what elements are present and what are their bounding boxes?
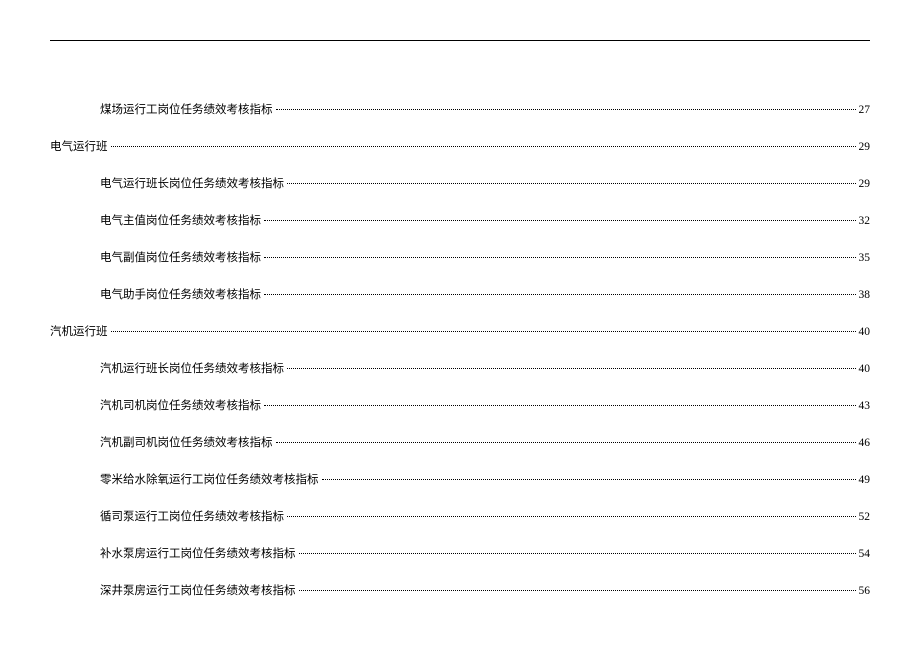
- toc-entry: 电气主值岗位任务绩效考核指标 32: [100, 212, 870, 228]
- toc-entry: 电气运行班长岗位任务绩效考核指标 29: [100, 175, 870, 191]
- toc-title: 汽机运行班长岗位任务绩效考核指标: [100, 360, 284, 376]
- toc-title: 零米给水除氧运行工岗位任务绩效考核指标: [100, 471, 319, 487]
- toc-entry: 循司泵运行工岗位任务绩效考核指标 52: [100, 508, 870, 524]
- toc-entry: 汽机运行班长岗位任务绩效考核指标 40: [100, 360, 870, 376]
- toc-leader-dots: [299, 553, 856, 554]
- toc-title: 汽机运行班: [50, 323, 108, 339]
- toc-page-number: 29: [859, 141, 871, 153]
- toc-leader-dots: [264, 220, 856, 221]
- toc-leader-dots: [287, 183, 856, 184]
- toc-title: 煤场运行工岗位任务绩效考核指标: [100, 101, 273, 117]
- toc-entry: 汽机司机岗位任务绩效考核指标 43: [100, 397, 870, 413]
- toc-page-number: 32: [859, 215, 871, 227]
- toc-page-number: 40: [859, 326, 871, 338]
- toc-page-number: 54: [859, 548, 871, 560]
- toc-page-number: 43: [859, 400, 871, 412]
- toc-entry: 汽机运行班 40: [50, 323, 870, 339]
- toc-entry: 汽机副司机岗位任务绩效考核指标 46: [100, 434, 870, 450]
- toc-entry: 补水泵房运行工岗位任务绩效考核指标 54: [100, 545, 870, 561]
- toc-page-number: 52: [859, 511, 871, 523]
- toc-leader-dots: [299, 590, 856, 591]
- toc-page-number: 56: [859, 585, 871, 597]
- toc-page-number: 29: [859, 178, 871, 190]
- toc-leader-dots: [287, 516, 856, 517]
- toc-leader-dots: [276, 109, 856, 110]
- toc-title: 补水泵房运行工岗位任务绩效考核指标: [100, 545, 296, 561]
- toc-leader-dots: [111, 331, 856, 332]
- toc-entry: 电气助手岗位任务绩效考核指标 38: [100, 286, 870, 302]
- toc-title: 电气运行班长岗位任务绩效考核指标: [100, 175, 284, 191]
- toc-title: 深井泵房运行工岗位任务绩效考核指标: [100, 582, 296, 598]
- toc-title: 电气助手岗位任务绩效考核指标: [100, 286, 261, 302]
- toc-title: 汽机司机岗位任务绩效考核指标: [100, 397, 261, 413]
- toc-leader-dots: [264, 257, 856, 258]
- toc-page-number: 40: [859, 363, 871, 375]
- toc-page-number: 49: [859, 474, 871, 486]
- toc-title: 汽机副司机岗位任务绩效考核指标: [100, 434, 273, 450]
- toc-entry: 深井泵房运行工岗位任务绩效考核指标 56: [100, 582, 870, 598]
- toc-entry: 煤场运行工岗位任务绩效考核指标 27: [100, 101, 870, 117]
- toc-title: 电气副值岗位任务绩效考核指标: [100, 249, 261, 265]
- toc-leader-dots: [287, 368, 856, 369]
- toc-title: 电气运行班: [50, 138, 108, 154]
- toc-page-number: 35: [859, 252, 871, 264]
- toc-leader-dots: [264, 405, 856, 406]
- toc-leader-dots: [322, 479, 856, 480]
- toc-title: 循司泵运行工岗位任务绩效考核指标: [100, 508, 284, 524]
- toc-entry: 电气运行班 29: [50, 138, 870, 154]
- toc-page-number: 46: [859, 437, 871, 449]
- table-of-contents: 煤场运行工岗位任务绩效考核指标27电气运行班29电气运行班长岗位任务绩效考核指标…: [50, 101, 870, 598]
- toc-leader-dots: [264, 294, 856, 295]
- top-border-line: [50, 40, 870, 41]
- toc-leader-dots: [111, 146, 856, 147]
- toc-entry: 电气副值岗位任务绩效考核指标 35: [100, 249, 870, 265]
- toc-leader-dots: [276, 442, 856, 443]
- toc-page-number: 27: [859, 104, 871, 116]
- toc-page-number: 38: [859, 289, 871, 301]
- toc-title: 电气主值岗位任务绩效考核指标: [100, 212, 261, 228]
- page-container: 煤场运行工岗位任务绩效考核指标27电气运行班29电气运行班长岗位任务绩效考核指标…: [0, 0, 920, 659]
- toc-entry: 零米给水除氧运行工岗位任务绩效考核指标 49: [100, 471, 870, 487]
